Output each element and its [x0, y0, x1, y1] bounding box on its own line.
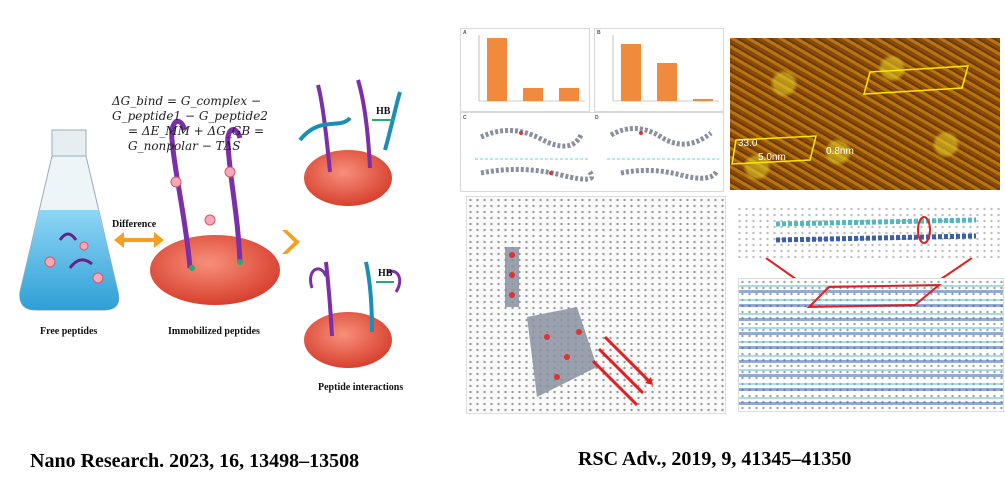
bar-b-3 [693, 99, 713, 101]
panel-a: A [460, 28, 590, 112]
interaction-top [298, 79, 402, 206]
panel-b-label: B [597, 30, 601, 36]
packing-art [806, 283, 942, 309]
citation-right: RSC Adv., 2019, 9, 41345–41350 [578, 448, 852, 470]
packing-zoom-art [775, 216, 977, 244]
label-peptide-interactions: Peptide interactions [318, 382, 404, 393]
difference-label: Difference [112, 219, 157, 230]
equation-line-2: = ΔE_MM + ΔG_GB = G_nonpolar − TΔS [128, 124, 265, 153]
difference-arrow [114, 232, 164, 248]
panel-cd: C D [460, 112, 724, 192]
equation-line-1: ΔG_bind = G_complex − G_peptide1 − G_pep… [112, 94, 268, 123]
bar-a-3 [559, 88, 579, 101]
panel-a-label: A [463, 30, 467, 36]
peptide-packing-zoom [736, 206, 1002, 258]
afm-angle-label: 33.0 [738, 138, 758, 149]
bar-b-2 [657, 63, 677, 101]
panel-d-label: D [595, 115, 599, 121]
immobilized-surface [150, 118, 280, 305]
chevron-arrow [282, 230, 300, 254]
interaction-bottom [304, 261, 402, 368]
equation: ΔG_bind = G_complex − G_peptide1 − G_pep… [112, 94, 312, 154]
hb-label-top: HB [376, 106, 391, 117]
peptide-packing [738, 278, 1004, 412]
flask [19, 129, 120, 311]
label-immobilized-peptides: Immobilized peptides [168, 326, 260, 337]
bar-a-2 [523, 88, 543, 101]
bar-b-1 [621, 44, 641, 101]
afm-overlay [731, 65, 969, 165]
afm-width-label: 5.0nm [758, 152, 786, 163]
graphene-simulation [466, 196, 726, 414]
simulation-art [505, 247, 653, 407]
left-figure: ΔG_bind = G_complex − G_peptide1 − G_pep… [0, 0, 455, 420]
molecule-strands [475, 126, 720, 182]
left-figure-art [19, 79, 402, 368]
chart-b [612, 35, 719, 102]
afm-image: 33.0 5.0nm 0.8nm [730, 38, 1000, 190]
label-free-peptides: Free peptides [40, 326, 98, 337]
hb-label-bottom: HB [378, 268, 393, 279]
citation-left: Nano Research. 2023, 16, 13498–13508 [30, 450, 360, 472]
bar-a-1 [487, 38, 507, 101]
panel-b: B [594, 28, 724, 112]
panel-c-label: C [463, 115, 467, 121]
afm-height-label: 0.8nm [826, 146, 854, 157]
chart-a [478, 35, 585, 102]
